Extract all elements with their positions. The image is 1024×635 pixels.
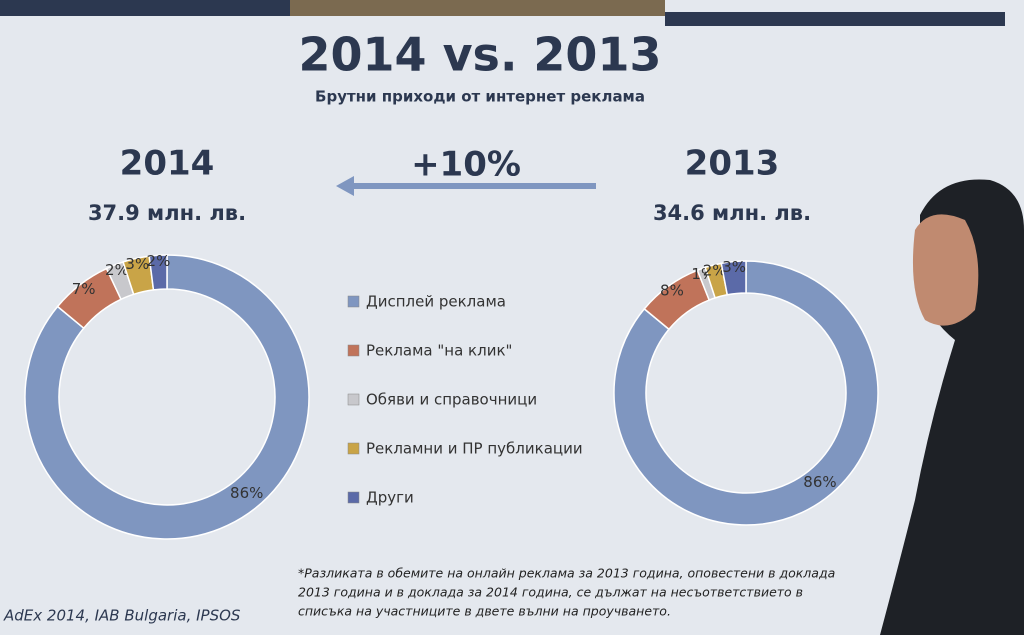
footnote: списъка на участниците в двете вълни на … [298, 604, 671, 619]
legend-marker [347, 442, 360, 455]
data-label: 2% [105, 261, 129, 279]
data-label: 86% [803, 473, 836, 491]
title: 2014 vs. 2013 [299, 28, 662, 82]
top-band [0, 0, 290, 16]
chart-title: 2014 [120, 144, 215, 184]
legend-marker [347, 491, 360, 504]
data-label: 86% [230, 484, 263, 502]
data-label: 3% [722, 258, 746, 276]
chart-title: 2013 [685, 144, 780, 184]
chart-subtitle: 34.6 млн. лв. [653, 201, 811, 225]
data-label: 3% [125, 255, 149, 273]
source: AdEx 2014, IAB Bulgaria, IPSOS [3, 607, 241, 625]
subtitle: Брутни приходи от интернет реклама [315, 88, 645, 106]
legend-label: Дисплей реклама [366, 293, 506, 311]
legend-label: Други [366, 489, 414, 507]
data-label: 8% [660, 282, 684, 300]
data-label: 7% [72, 280, 96, 298]
footnote: 2013 година и в доклада за 2014 година, … [298, 585, 803, 600]
change: +10% [411, 145, 521, 185]
arrow-head [336, 176, 354, 196]
legend-marker [347, 393, 360, 406]
data-label: 2% [147, 252, 171, 270]
presenter-face [912, 214, 979, 326]
top-band [290, 0, 665, 16]
donut-slice [613, 260, 879, 526]
legend-marker [347, 344, 360, 357]
donut-slice [148, 254, 168, 291]
donut-slice [720, 260, 747, 296]
chart-subtitle: 37.9 млн. лв. [88, 201, 246, 225]
data-label: 2% [703, 261, 727, 279]
presenter [880, 179, 1024, 635]
legend-label: Рекламни и ПР публикации [366, 440, 583, 458]
footnote: *Разликата в обемите на онлайн реклама з… [298, 566, 835, 581]
top-band [665, 12, 1005, 26]
legend-label: Обяви и справочници [366, 391, 537, 409]
legend-label: Реклама "на клик" [366, 342, 512, 360]
legend-marker [347, 295, 360, 308]
donut-slice [24, 254, 310, 540]
